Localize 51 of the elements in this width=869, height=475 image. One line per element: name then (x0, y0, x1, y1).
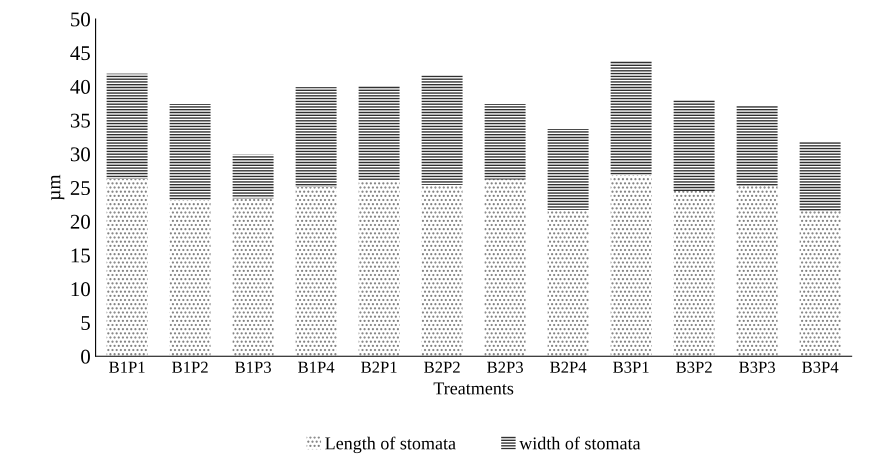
y-tick-label: 5 (82, 316, 90, 330)
x-tick-label: B1P4 (298, 362, 334, 373)
bar (548, 210, 589, 356)
bar (170, 104, 211, 200)
bar (610, 61, 652, 176)
y-tick-label: 40 (70, 80, 90, 94)
x-tick-label: B2P3 (487, 362, 523, 373)
x-tick-label: B2P1 (361, 362, 397, 373)
bar (232, 154, 274, 198)
y-axis-title: µm (51, 174, 64, 200)
bar (358, 86, 400, 181)
bar (422, 76, 463, 185)
bar (106, 74, 148, 179)
x-tick-label: B1P1 (109, 362, 145, 373)
bar (484, 180, 526, 356)
bar (674, 100, 715, 191)
bar (358, 180, 400, 356)
x-tick-label: B3P2 (676, 362, 712, 373)
x-tick-label: B3P1 (613, 362, 649, 373)
y-tick-label: 20 (70, 214, 90, 229)
x-tick-label: B1P3 (235, 362, 271, 373)
y-tick-label: 10 (72, 282, 90, 296)
bar (296, 186, 337, 356)
x-tick-label: B3P3 (739, 362, 775, 373)
y-tick-label: 35 (70, 114, 90, 128)
bar (736, 186, 778, 356)
x-tick-label: B1P2 (172, 362, 208, 373)
y-tick-label: 30 (70, 147, 90, 162)
legend-label: Length of stomata (325, 436, 456, 454)
y-tick-label: 50 (71, 12, 90, 26)
y-tick-label: 0 (81, 350, 90, 364)
legend-label: width of stomata (519, 436, 640, 450)
bar (296, 87, 337, 187)
bar (800, 142, 841, 212)
bar (610, 175, 652, 356)
bar (674, 191, 715, 356)
bar (422, 184, 463, 356)
x-tick-label: B2P2 (424, 362, 460, 373)
bar (232, 198, 274, 356)
bar (800, 211, 841, 356)
x-axis-title: Treatments (434, 382, 514, 394)
bar (484, 104, 526, 180)
y-tick-label: 15 (72, 248, 90, 263)
bar (548, 128, 589, 210)
bar (736, 106, 778, 186)
y-tick-label: 45 (70, 46, 90, 60)
y-tick-label: 25 (70, 181, 90, 196)
x-tick-label: B2P4 (550, 362, 586, 373)
bar (170, 200, 211, 356)
x-tick-label: B3P4 (802, 362, 838, 373)
bar (106, 178, 148, 356)
